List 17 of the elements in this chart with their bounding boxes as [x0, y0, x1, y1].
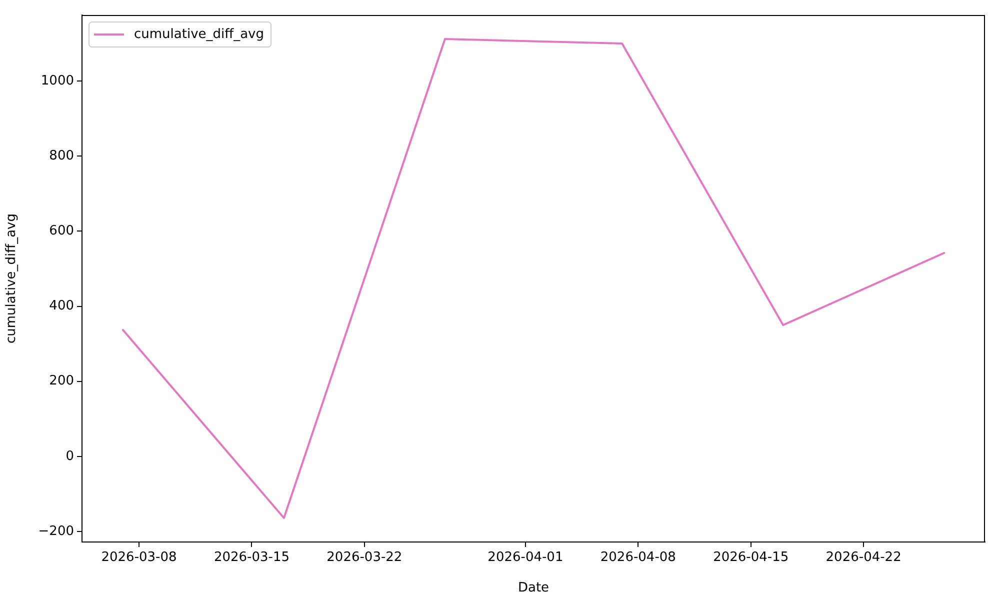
- y-tick-label: 200: [49, 374, 74, 389]
- x-tick-label: 2026-04-01: [488, 550, 564, 566]
- y-tick-label: 1000: [40, 73, 74, 88]
- x-tick-label: 2026-04-22: [826, 550, 902, 566]
- x-tick-label: 2026-03-22: [326, 550, 402, 566]
- y-tick-label: 0: [66, 448, 74, 464]
- x-tick-label: 2026-03-15: [214, 550, 290, 566]
- legend-label: cumulative_diff_avg: [134, 26, 264, 42]
- y-tick-label: 600: [49, 224, 74, 239]
- y-tick-label: 400: [49, 298, 74, 314]
- x-tick-label: 2026-04-15: [713, 550, 789, 566]
- x-axis-title: Date: [518, 580, 550, 596]
- y-tick-label: 800: [49, 148, 74, 164]
- x-tick-label: 2026-03-08: [101, 550, 177, 566]
- x-tick-label: 2026-04-08: [600, 550, 676, 566]
- y-tick-label: −200: [38, 524, 74, 539]
- y-axis-title: cumulative_diff_avg: [4, 214, 20, 344]
